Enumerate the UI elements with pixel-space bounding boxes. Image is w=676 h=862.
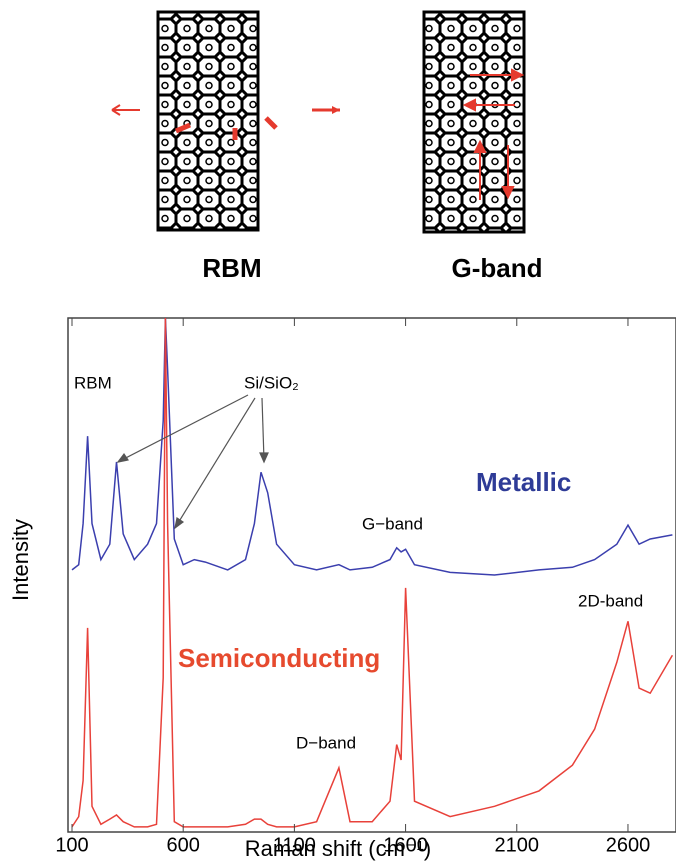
annotation: D−band xyxy=(296,733,356,752)
spectrum-line xyxy=(71,318,673,576)
annotation: Si/SiO₂ xyxy=(244,373,299,392)
plot-area xyxy=(71,318,674,828)
x-tick-label: 100 xyxy=(55,834,88,856)
y-axis-label: Intensity xyxy=(8,519,33,601)
rbm-diagram xyxy=(111,10,340,232)
x-tick-label: 1600 xyxy=(383,834,428,856)
series-label: Semiconducting xyxy=(178,643,380,673)
annotation: 2D-band xyxy=(578,591,643,610)
annotation: G−band xyxy=(362,514,423,533)
x-tick-label: 600 xyxy=(167,834,200,856)
spectrum-line xyxy=(71,318,674,828)
diagram-label: RBM xyxy=(202,253,261,283)
annotation: RBM xyxy=(74,373,112,392)
x-tick-label: 2600 xyxy=(606,834,651,856)
plot-frame xyxy=(67,317,676,833)
series-label: Metallic xyxy=(476,467,571,497)
annotation-arrows xyxy=(116,394,269,530)
diagram-label: G-band xyxy=(452,253,543,283)
x-tick-label: 1100 xyxy=(273,834,316,856)
g-band-diagram xyxy=(422,10,526,234)
x-tick-label: 2100 xyxy=(495,834,540,856)
x-axis-label: Raman shift (cm⁻¹) xyxy=(245,836,431,861)
